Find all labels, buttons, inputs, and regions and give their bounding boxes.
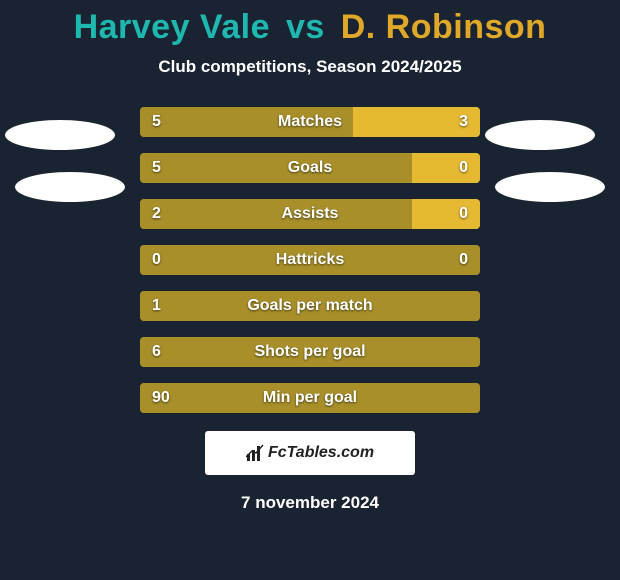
stat-row: Assists20 [140,199,480,229]
stat-bar-left [140,107,353,137]
stat-bar-left [140,245,480,275]
stat-bar-left [140,383,480,413]
vs-text: vs [286,8,325,46]
stat-bar-right [412,153,480,183]
comparison-title: Harvey Vale vs D. Robinson [0,0,620,47]
stat-row: Matches53 [140,107,480,137]
date-text: 7 november 2024 [0,493,620,513]
stat-bar-right [412,199,480,229]
decorative-oval [485,120,595,150]
stat-bar-left [140,337,480,367]
subtitle: Club competitions, Season 2024/2025 [0,57,620,77]
watermark-text: FcTables.com [268,444,374,462]
stat-bar-right [353,107,481,137]
stats-container: Matches53 Goals50 Assists20 Hattricks00 Goal… [140,107,480,413]
bar-chart-icon [246,444,264,462]
stat-bar-left [140,199,412,229]
stat-bar-left [140,153,412,183]
stat-row: Shots per goal6 [140,337,480,367]
stat-row: Hattricks00 [140,245,480,275]
decorative-oval [495,172,605,202]
player1-name: Harvey Vale [74,8,270,46]
player2-name: D. Robinson [341,8,547,46]
stat-row: Goals per match1 [140,291,480,321]
decorative-oval [5,120,115,150]
decorative-oval [15,172,125,202]
watermark: FcTables.com [205,431,415,475]
stat-row: Min per goal90 [140,383,480,413]
stat-row: Goals50 [140,153,480,183]
stat-bar-left [140,291,480,321]
